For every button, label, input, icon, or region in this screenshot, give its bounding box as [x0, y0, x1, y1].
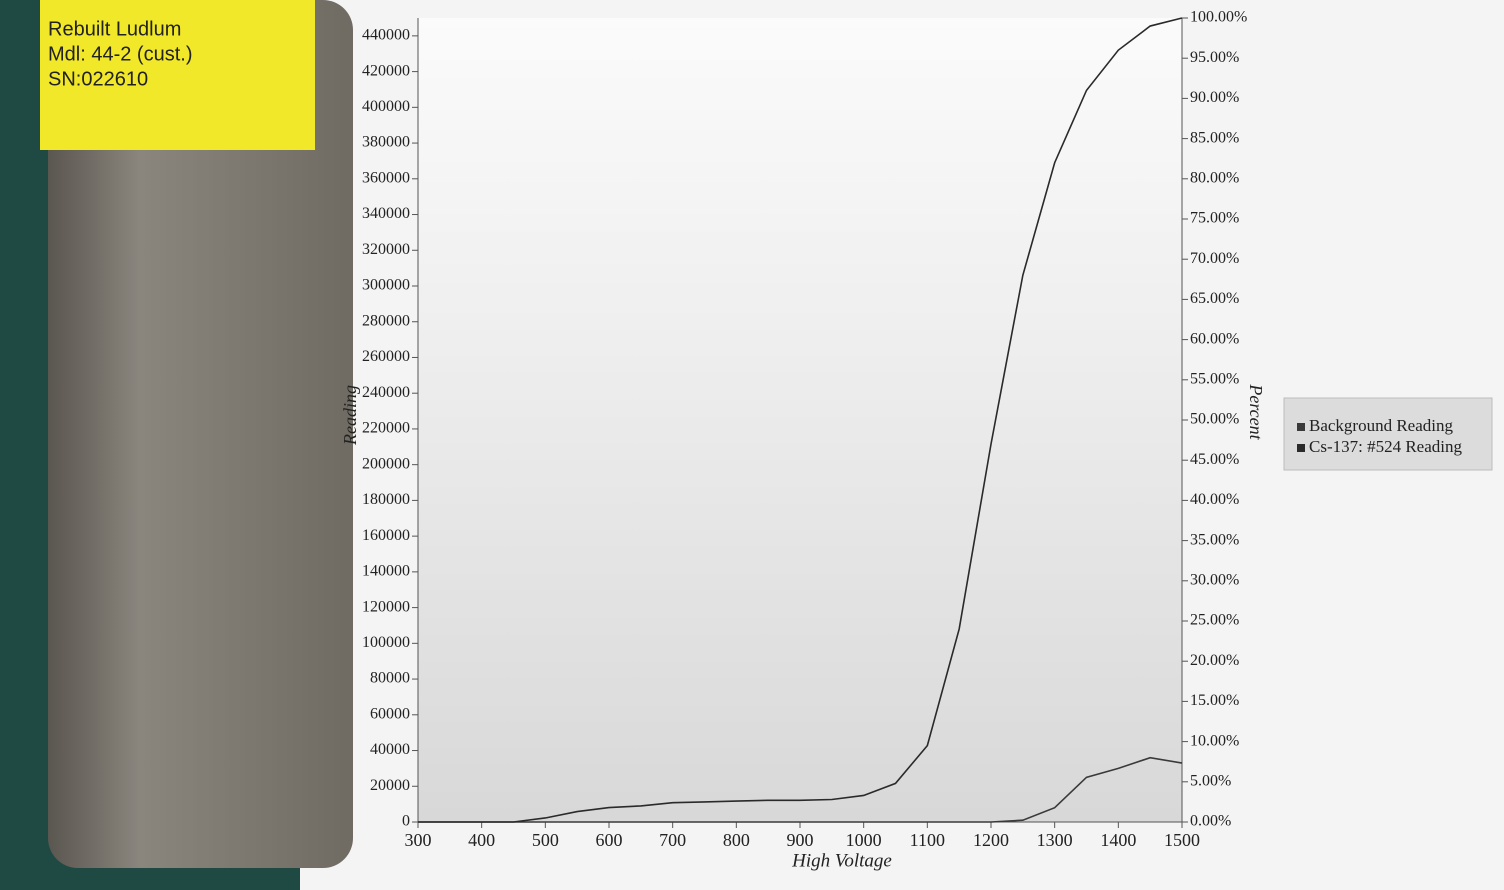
series-line: [418, 17, 1183, 823]
y2-tick-label: 75.00%: [1190, 210, 1239, 227]
y2-tick-label: 25.00%: [1190, 612, 1239, 629]
x-tick-label: 1300: [1037, 830, 1073, 850]
x-tick-label: 1400: [1100, 830, 1136, 850]
y2-tick-label: 5.00%: [1190, 772, 1231, 789]
y-tick-label: 180000: [362, 491, 410, 508]
y2-tick-label: 50.00%: [1190, 411, 1239, 428]
legend-box: [1283, 397, 1493, 471]
y-tick-label: 140000: [362, 563, 410, 580]
x-tick-label: 1500: [1164, 830, 1200, 850]
svg-text:Rebuilt Ludlum: Rebuilt Ludlum: [48, 18, 181, 40]
y2-tick-label: 0.00%: [1190, 813, 1231, 830]
x-tick-label: 700: [659, 830, 686, 850]
y2-tick-label: 85.00%: [1190, 129, 1239, 146]
y2-tick-label: 45.00%: [1190, 451, 1239, 468]
y-tick-label: 100000: [362, 634, 410, 651]
y2-tick-label: 10.00%: [1190, 732, 1239, 749]
series-line: [418, 756, 1183, 823]
y2-tick-label: 35.00%: [1190, 531, 1239, 548]
y2-tick-label: 90.00%: [1190, 89, 1239, 106]
y-tick-label: 380000: [362, 134, 410, 151]
legend-label: Background Reading: [1309, 416, 1453, 435]
y2-tick-label: 65.00%: [1190, 290, 1239, 307]
legend-label: Cs-137: #524 Reading: [1309, 437, 1462, 456]
y-tick-label: 280000: [362, 312, 410, 329]
y-tick-label: 340000: [362, 205, 410, 222]
x-tick-label: 400: [468, 830, 495, 850]
y-tick-label: 360000: [362, 169, 410, 186]
y-tick-label: 300000: [362, 277, 410, 294]
y2-tick-label: 80.00%: [1190, 169, 1239, 186]
y-tick-label: 200000: [362, 455, 410, 472]
y-tick-label: 240000: [362, 384, 410, 401]
y-tick-label: 80000: [370, 670, 410, 687]
y2-tick-label: 20.00%: [1190, 652, 1239, 669]
y-tick-label: 60000: [370, 705, 410, 722]
y-tick-label: 20000: [370, 777, 410, 794]
y2-tick-label: 55.00%: [1190, 370, 1239, 387]
y-tick-label: 160000: [362, 527, 410, 544]
svg-text:SN:022610: SN:022610: [48, 68, 148, 90]
y-tick-label: 40000: [370, 741, 410, 758]
x-tick-label: 1100: [910, 830, 945, 850]
y-tick-label: 260000: [362, 348, 410, 365]
y-axis-title: Reading: [340, 385, 360, 446]
x-tick-label: 800: [723, 830, 750, 850]
y2-tick-label: 95.00%: [1190, 49, 1239, 66]
y2-axis-title: Percent: [1246, 383, 1266, 440]
y-tick-label: 120000: [362, 598, 410, 615]
y-tick-label: 220000: [362, 420, 410, 437]
y-tick-label: 400000: [362, 98, 410, 115]
x-tick-label: 1200: [973, 830, 1009, 850]
legend-swatch: [1297, 444, 1305, 452]
x-tick-label: 500: [532, 830, 559, 850]
x-tick-label: 300: [405, 830, 432, 850]
y-tick-label: 0: [402, 813, 410, 830]
y2-tick-label: 40.00%: [1190, 491, 1239, 508]
x-tick-label: 600: [596, 830, 623, 850]
y2-tick-label: 70.00%: [1190, 250, 1239, 267]
y-tick-label: 420000: [362, 62, 410, 79]
plot-area: [418, 18, 1182, 822]
y2-tick-label: 30.00%: [1190, 571, 1239, 588]
y2-tick-label: 100.00%: [1190, 9, 1247, 26]
y2-tick-label: 15.00%: [1190, 692, 1239, 709]
y-tick-label: 440000: [362, 27, 410, 44]
svg-text:Mdl: 44-2 (cust.): Mdl: 44-2 (cust.): [48, 43, 192, 65]
y2-tick-label: 60.00%: [1190, 330, 1239, 347]
x-tick-label: 900: [787, 830, 814, 850]
x-tick-label: 1000: [846, 830, 882, 850]
y-tick-label: 320000: [362, 241, 410, 258]
probe-tube: Rebuilt Ludlum Mdl: 44-2 (cust.) SN:0226…: [40, 0, 353, 868]
x-axis-title: High Voltage: [791, 850, 892, 871]
legend-swatch: [1297, 423, 1305, 431]
